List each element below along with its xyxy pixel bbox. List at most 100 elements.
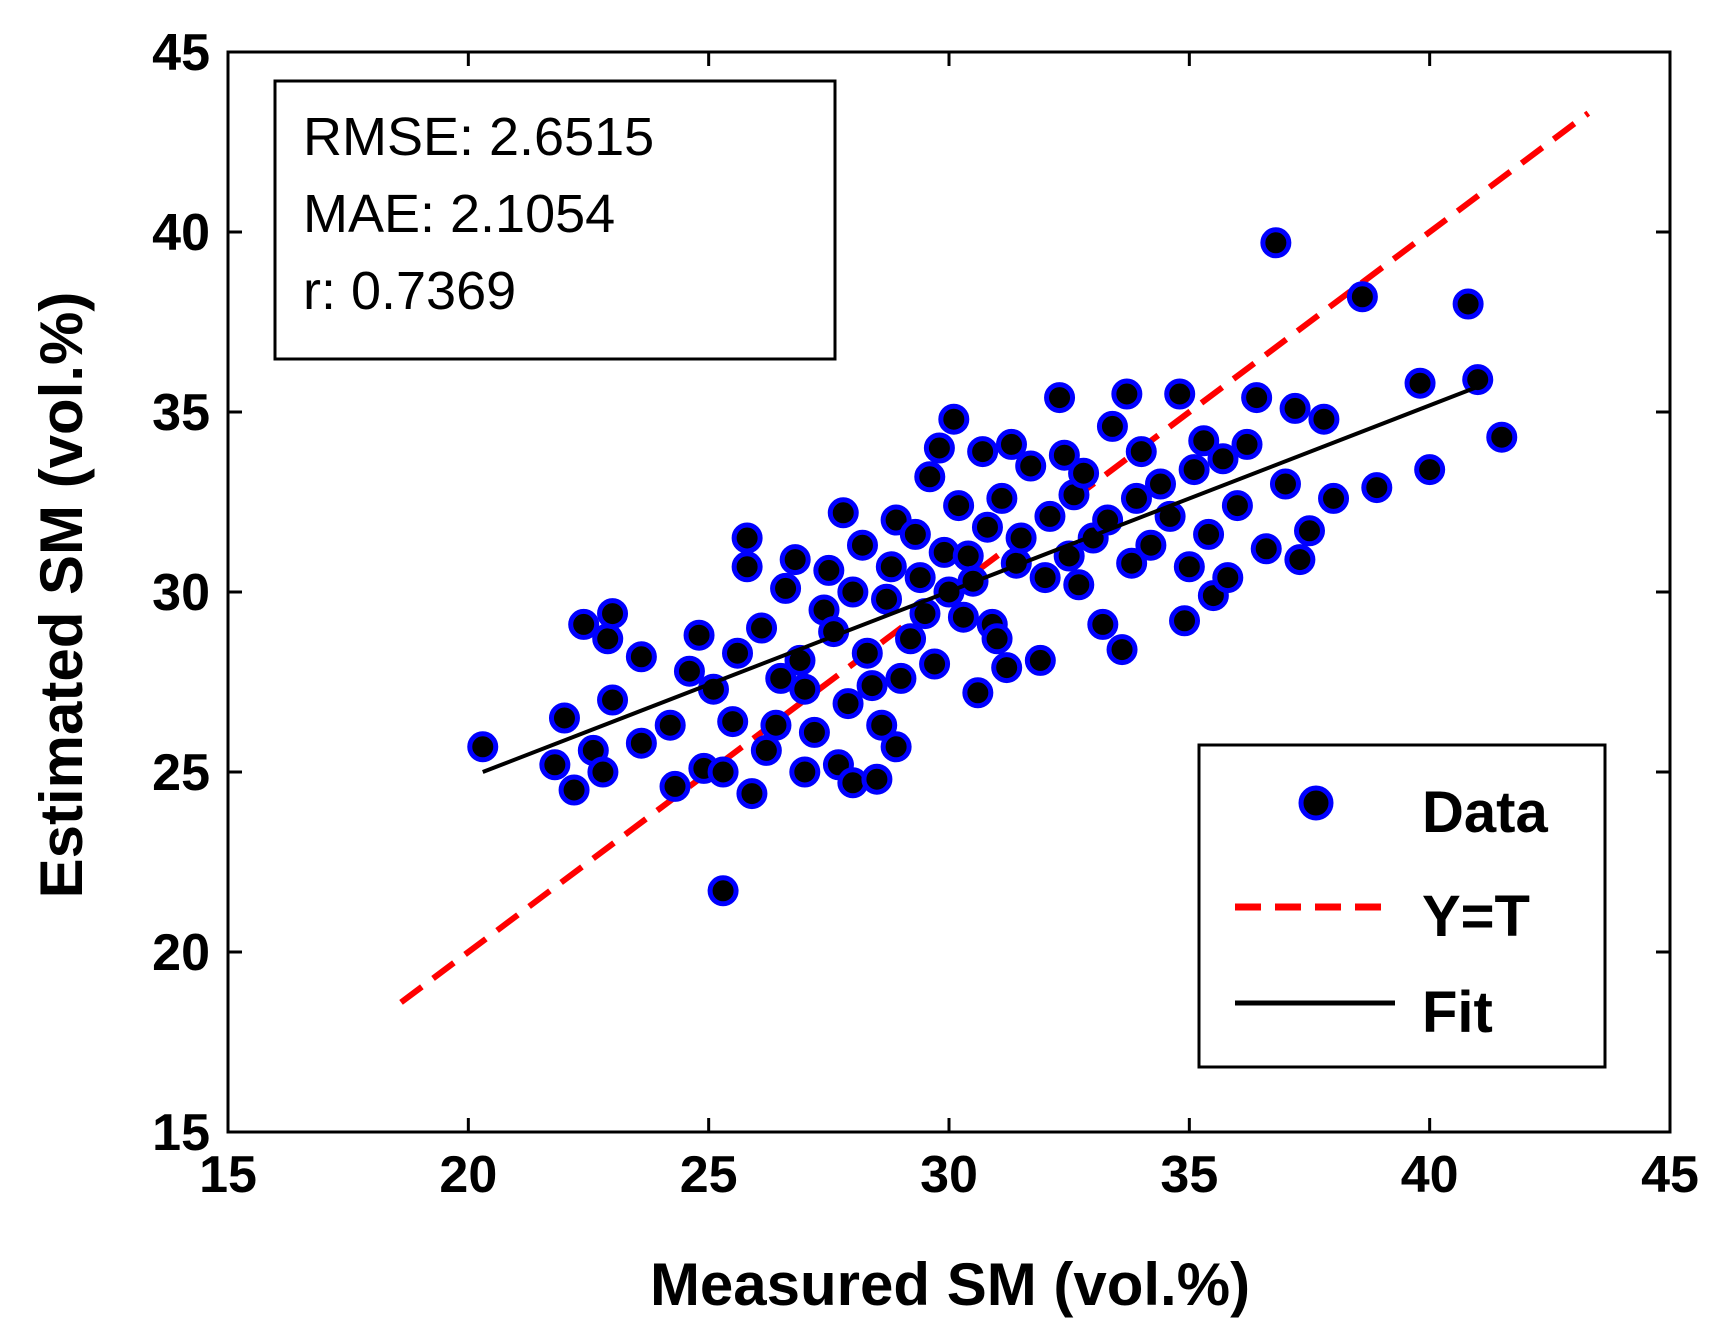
data-point (1111, 378, 1143, 410)
data-point (1404, 367, 1436, 399)
data-point (885, 662, 917, 694)
data-point (923, 432, 955, 464)
data-point (871, 583, 903, 615)
stats-box-frame (273, 79, 837, 361)
legend-fit-label: Fit (1422, 980, 1493, 1045)
x-tick-label: 35 (1160, 1146, 1218, 1204)
data-point (707, 756, 739, 788)
data-point (1361, 472, 1393, 504)
legend-data-marker (1298, 785, 1334, 821)
fit-line-layer (482, 384, 1479, 774)
data-point (731, 522, 763, 554)
data-point (673, 655, 705, 687)
data-point (789, 673, 821, 705)
data-point (962, 677, 994, 709)
data-point (899, 518, 931, 550)
data-point (760, 709, 792, 741)
data-point (625, 641, 657, 673)
data-point (1178, 454, 1210, 486)
data-point (1106, 634, 1138, 666)
data-point (1241, 382, 1273, 414)
x-tick-label: 25 (680, 1146, 738, 1204)
x-tick-label: 40 (1401, 1146, 1459, 1204)
data-point (1169, 605, 1201, 637)
data-point (625, 727, 657, 759)
y-axis-title: Estimated SM (vol.%) (28, 292, 95, 899)
data-point (846, 529, 878, 561)
yt-line-layer (399, 110, 1591, 1005)
data-point (1318, 482, 1350, 514)
data-point (1173, 551, 1205, 583)
data-point (861, 763, 893, 795)
data-point (722, 637, 754, 669)
stats-r: r: 0.7369 (303, 261, 516, 321)
data-point (813, 554, 845, 586)
data-point (779, 544, 811, 576)
data-point (1486, 421, 1518, 453)
data-point (1144, 468, 1176, 500)
data-point (1284, 544, 1316, 576)
legend-yt-label: Y=T (1422, 884, 1530, 949)
data-point (1015, 450, 1047, 482)
data-point (731, 551, 763, 583)
data-point (1044, 382, 1076, 414)
data-point (991, 652, 1023, 684)
y-tick-label: 20 (152, 924, 210, 982)
data-point (750, 734, 782, 766)
fit-line (482, 384, 1479, 774)
legend-data-label: Data (1422, 780, 1548, 845)
data-point (717, 706, 749, 738)
data-point (1250, 533, 1282, 565)
yt-line (399, 110, 1591, 1005)
data-point (1096, 410, 1128, 442)
y-tick-label: 45 (152, 24, 210, 82)
data-point (736, 778, 768, 810)
data-point (746, 612, 778, 644)
data-point (539, 749, 571, 781)
data-point (1164, 378, 1196, 410)
data-point (467, 731, 499, 763)
stats-box: RMSE: 2.6515 MAE: 2.1054 r: 0.7369 (273, 79, 837, 361)
data-point (856, 670, 888, 702)
data-point (919, 648, 951, 680)
y-tick-label: 35 (152, 384, 210, 442)
data-point (986, 482, 1018, 514)
data-point (1294, 515, 1325, 547)
data-point (904, 562, 936, 594)
x-tick-label: 45 (1641, 1146, 1699, 1204)
data-point (568, 608, 600, 640)
data-point (1452, 288, 1484, 320)
x-tick-label: 15 (199, 1146, 257, 1204)
legend: Data Y=T Fit (1197, 743, 1607, 1069)
data-point (597, 598, 629, 630)
data-point (851, 637, 883, 669)
data-point (1414, 454, 1446, 486)
data-point (1063, 569, 1095, 601)
data-point (914, 461, 946, 493)
data-point (1231, 428, 1263, 460)
data-point (1212, 562, 1244, 594)
x-axis-title: Measured SM (vol.%) (650, 1251, 1250, 1318)
data-point (1034, 500, 1066, 532)
data-point (1308, 403, 1340, 435)
data-point (789, 756, 821, 788)
data-point (798, 716, 830, 748)
data-point (1269, 468, 1301, 500)
x-tick-label: 30 (920, 1146, 978, 1204)
y-tick-label: 30 (152, 564, 210, 622)
data-point (1048, 439, 1080, 471)
data-point (971, 511, 1003, 543)
data-point (1116, 547, 1148, 579)
y-tick-label: 40 (152, 204, 210, 262)
data-point (1260, 227, 1292, 259)
data-point (597, 684, 629, 716)
data-point (1188, 425, 1220, 457)
data-point (558, 774, 590, 806)
data-point (1346, 281, 1378, 313)
y-tick-label: 25 (152, 744, 210, 802)
data-point (1193, 518, 1225, 550)
data-point (1125, 436, 1157, 468)
data-point (707, 875, 739, 907)
data-point (654, 709, 686, 741)
